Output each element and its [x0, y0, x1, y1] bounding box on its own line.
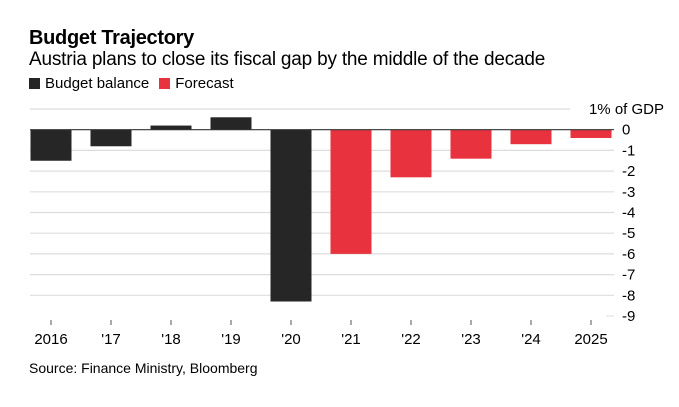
legend-item-budget-balance: Budget balance: [29, 75, 149, 92]
y-tick-label: -3: [622, 184, 635, 201]
y-tick-label: 0: [622, 122, 630, 139]
bar-21: [330, 129, 372, 254]
y-tick-label: -8: [622, 287, 635, 304]
x-tick-label: '20: [281, 331, 301, 348]
source-note: Source: Finance Ministry, Bloomberg: [29, 360, 258, 376]
x-tick-label: '24: [521, 331, 541, 348]
y-tick-label: -4: [622, 205, 635, 222]
bar-23: [450, 129, 492, 159]
bar-20: [270, 129, 312, 302]
bar-19: [210, 117, 252, 130]
x-tick-label: '23: [461, 331, 481, 348]
bar-24: [510, 129, 552, 145]
y-tick-label: -6: [622, 246, 635, 263]
bar-2016: [30, 129, 72, 161]
x-tick-label: '18: [161, 331, 181, 348]
y-tick-label: 1% of GDP: [589, 101, 664, 118]
chart-subtitle: Austria plans to close its fiscal gap by…: [29, 49, 546, 70]
bar-22: [390, 129, 432, 178]
x-tick-label: '17: [101, 331, 121, 348]
legend-label: Forecast: [175, 75, 234, 92]
x-tick-label: '21: [341, 331, 361, 348]
y-tick-label: -1: [622, 142, 635, 159]
bar-2025: [570, 129, 612, 138]
y-tick-label: -2: [622, 163, 635, 180]
legend-swatch-forecast: [159, 78, 171, 89]
bar-17: [90, 129, 132, 147]
y-tick-label: -9: [622, 308, 635, 325]
y-tick-label: -5: [622, 225, 635, 242]
y-tick-label: -7: [622, 267, 635, 284]
legend-swatch-budget-balance: [29, 78, 40, 89]
x-tick-label: 2025: [574, 331, 607, 348]
chart-title: Budget Trajectory: [29, 27, 194, 49]
legend-item-forecast: Forecast: [159, 75, 234, 92]
legend: Budget balance Forecast: [29, 75, 244, 92]
bar-18: [150, 125, 192, 130]
x-tick-label: '19: [221, 331, 241, 348]
legend-label: Budget balance: [45, 75, 150, 92]
x-tick-label: 2016: [34, 331, 67, 348]
x-tick-label: '22: [401, 331, 421, 348]
